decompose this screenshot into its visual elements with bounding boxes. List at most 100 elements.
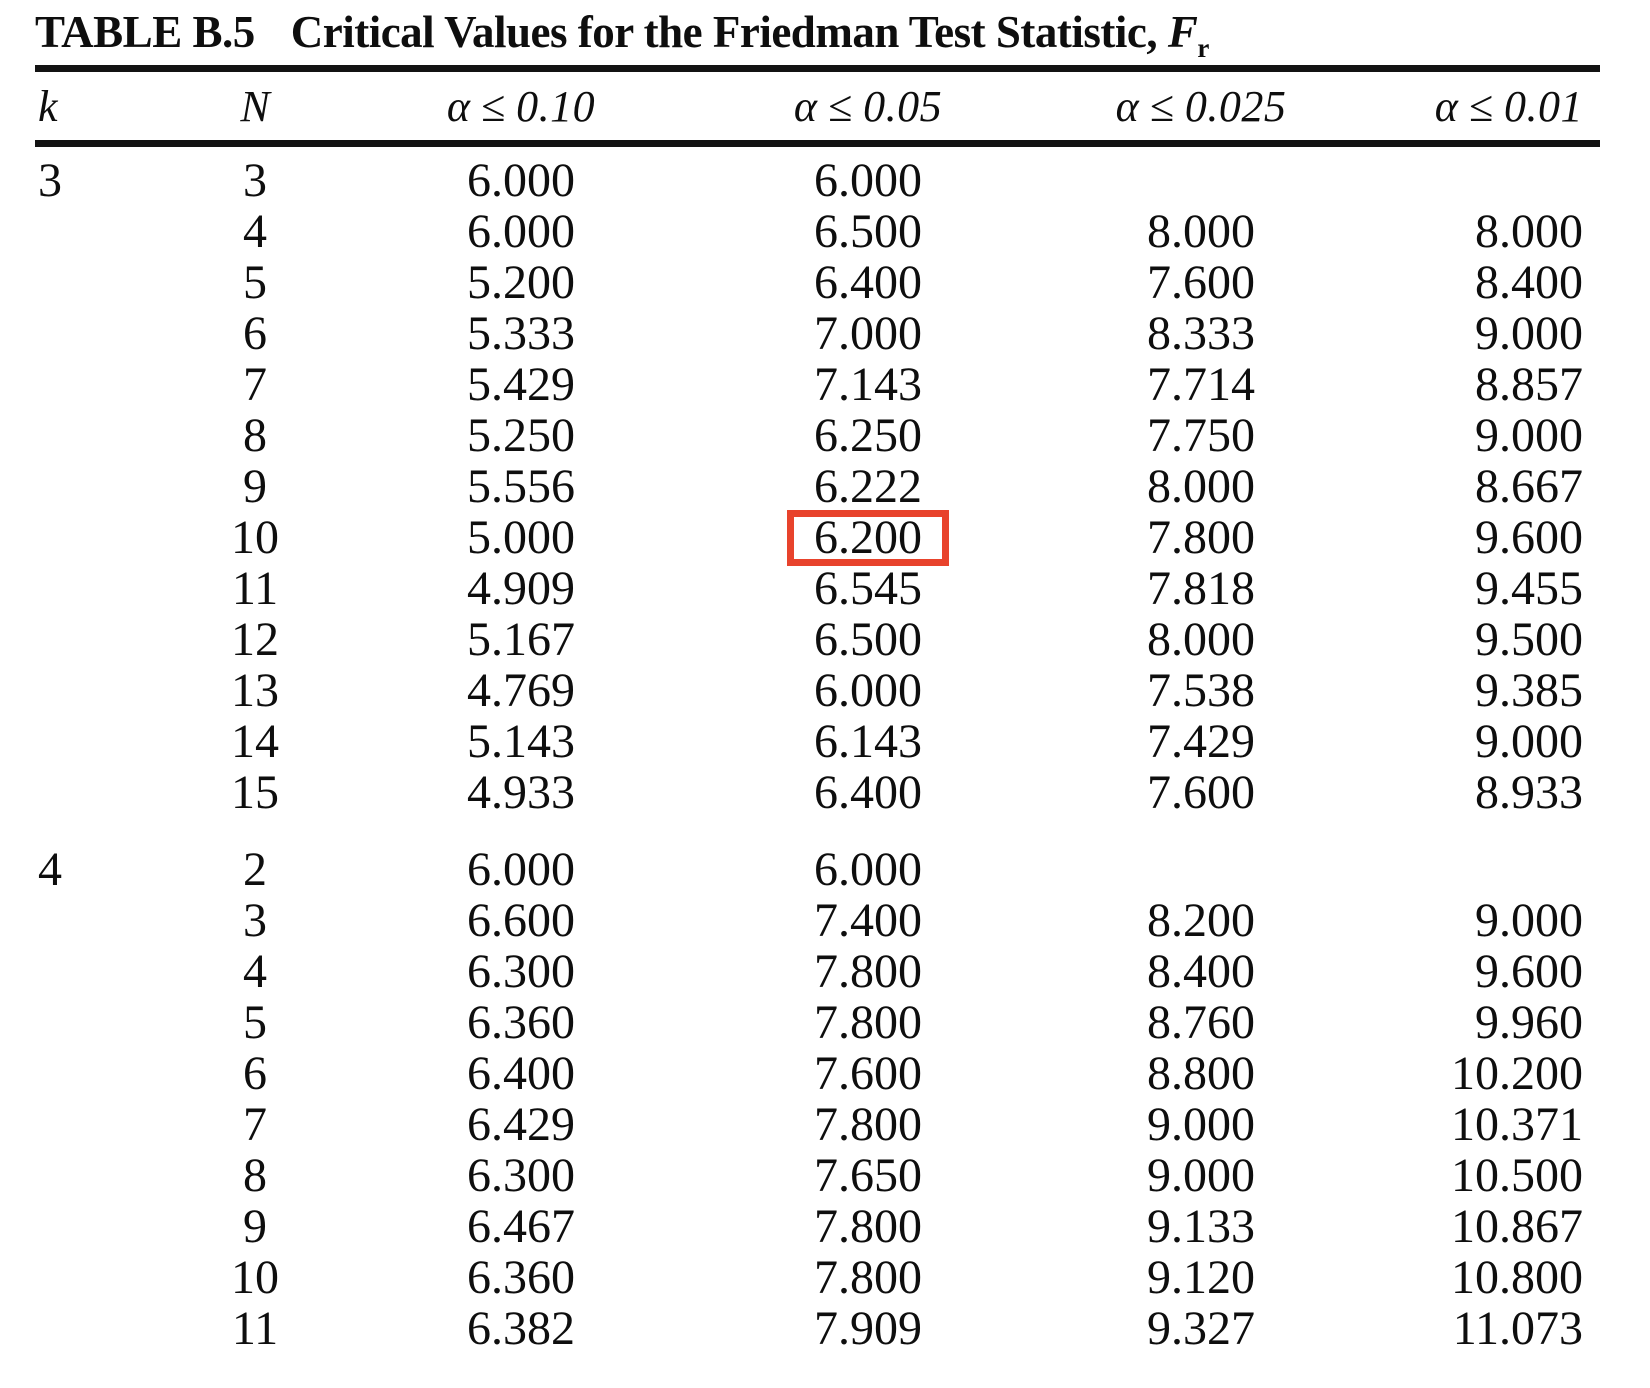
cell-value: 8.000 (1147, 205, 1255, 258)
cell-value: 8.800 (1147, 1047, 1255, 1100)
cell-k (35, 206, 155, 257)
cell-value: 9.000 (1475, 307, 1583, 360)
table-row: 8 5.250 6.250 7.750 9.000 (35, 410, 1600, 461)
cell-value: 8.000 (1147, 460, 1255, 513)
cell-value (1353, 155, 1600, 206)
cell-value: 9.000 (1147, 1098, 1255, 1151)
cell-k (35, 614, 155, 665)
table-row: 9 6.467 7.800 9.133 10.867 (35, 1201, 1600, 1252)
cell-k (35, 410, 155, 461)
table-row: 3 3 6.000 6.000 (35, 155, 1600, 206)
cell-value: 5.200 (467, 256, 575, 309)
cell-k (35, 1099, 155, 1150)
cell-value: 6.400 (814, 766, 922, 819)
cell-value: 6.500 (814, 613, 922, 666)
cell-value (1049, 844, 1353, 895)
cell-value (1049, 155, 1353, 206)
cell-value: 5.250 (467, 409, 575, 462)
cell-value: 7.818 (1147, 562, 1255, 615)
cell-value: 9.455 (1475, 562, 1583, 615)
col-header-alpha-010: α ≤ 0.10 (355, 72, 687, 147)
cell-n: 5 (243, 256, 267, 309)
cell-value: 9.133 (1147, 1200, 1255, 1253)
cell-value: 6.143 (814, 715, 922, 768)
cell-value: 8.857 (1475, 358, 1583, 411)
header-row: k N α ≤ 0.10 α ≤ 0.05 α ≤ 0.025 α ≤ 0.01 (35, 72, 1600, 147)
cell-value: 4.769 (467, 664, 575, 717)
cell-n: 9 (243, 1200, 267, 1253)
cell-value: 7.600 (1147, 766, 1255, 819)
cell-k (35, 665, 155, 716)
cell-value: 7.600 (814, 1047, 922, 1100)
cell-n: 7 (243, 358, 267, 411)
cell-value: 7.538 (1147, 664, 1255, 717)
cell-value: 8.667 (1475, 460, 1583, 513)
cell-value: 7.800 (814, 945, 922, 998)
cell-value: 6.300 (467, 1149, 575, 1202)
cell-value: 9.600 (1475, 945, 1583, 998)
cell-k (35, 1303, 155, 1354)
friedman-critical-values-table: k N α ≤ 0.10 α ≤ 0.05 α ≤ 0.025 α ≤ 0.01… (35, 72, 1600, 1354)
cell-n: 9 (243, 460, 267, 513)
cell-value: 6.429 (467, 1098, 575, 1151)
cell-value: 6.382 (467, 1302, 575, 1355)
cell-value: 7.429 (1147, 715, 1255, 768)
cell-value: 4.909 (467, 562, 575, 615)
cell-value: 5.143 (467, 715, 575, 768)
cell-n: 2 (243, 843, 267, 896)
cell-n: 12 (231, 613, 279, 666)
cell-k (35, 767, 155, 818)
table-row: 13 4.769 6.000 7.538 9.385 (35, 665, 1600, 716)
cell-value: 4.933 (467, 766, 575, 819)
cell-value: 9.000 (1475, 409, 1583, 462)
table-row: 4 2 6.000 6.000 (35, 844, 1600, 895)
table-row: 10 5.000 6.200 7.800 9.600 (35, 510, 1600, 566)
cell-value: 6.467 (467, 1200, 575, 1253)
cell-value: 7.000 (814, 307, 922, 360)
cell-k: 3 (38, 154, 62, 207)
cell-value: 9.120 (1147, 1251, 1255, 1304)
col-header-k: k (35, 72, 155, 147)
cell-k (35, 1201, 155, 1252)
cell-value: 7.143 (814, 358, 922, 411)
cell-value: 8.000 (1475, 205, 1583, 258)
cell-n: 14 (231, 715, 279, 768)
cell-value: 9.960 (1475, 996, 1583, 1049)
cell-value: 5.556 (467, 460, 575, 513)
cell-value: 7.800 (814, 1251, 922, 1304)
cell-value: 8.333 (1147, 307, 1255, 360)
cell-k (35, 461, 155, 512)
cell-k (35, 1252, 155, 1303)
cell-value: 6.000 (467, 843, 575, 896)
cell-value: 8.200 (1147, 894, 1255, 947)
table-row: 11 6.382 7.909 9.327 11.073 (35, 1303, 1600, 1354)
cell-value: 7.400 (814, 894, 922, 947)
cell-n: 11 (231, 1302, 279, 1355)
cell-n: 4 (243, 205, 267, 258)
table-row: 6 6.400 7.600 8.800 10.200 (35, 1048, 1600, 1099)
cell-value: 7.909 (814, 1302, 922, 1355)
cell-value: 7.714 (1147, 358, 1255, 411)
cell-value: 5.333 (467, 307, 575, 360)
cell-value: 7.800 (814, 1200, 922, 1253)
cell-k (35, 257, 155, 308)
top-rule (35, 65, 1600, 72)
cell-value: 8.760 (1147, 996, 1255, 1049)
cell-value: 6.222 (814, 460, 922, 513)
cell-value: 9.327 (1147, 1302, 1255, 1355)
table-row: 6 5.333 7.000 8.333 9.000 (35, 308, 1600, 359)
cell-value: 9.000 (1147, 1149, 1255, 1202)
cell-value: 6.600 (467, 894, 575, 947)
cell-n: 8 (243, 1149, 267, 1202)
cell-n: 6 (243, 1047, 267, 1100)
cell-value: 9.000 (1475, 715, 1583, 768)
table-row: 10 6.360 7.800 9.120 10.800 (35, 1252, 1600, 1303)
cell-n: 8 (243, 409, 267, 462)
cell-value: 7.750 (1147, 409, 1255, 462)
table-row: 9 5.556 6.222 8.000 8.667 (35, 461, 1600, 512)
table-row: 3 6.600 7.400 8.200 9.000 (35, 895, 1600, 946)
cell-k (35, 1048, 155, 1099)
cell-n: 4 (243, 945, 267, 998)
cell-value: 10.200 (1451, 1047, 1583, 1100)
cell-value: 9.000 (1475, 894, 1583, 947)
